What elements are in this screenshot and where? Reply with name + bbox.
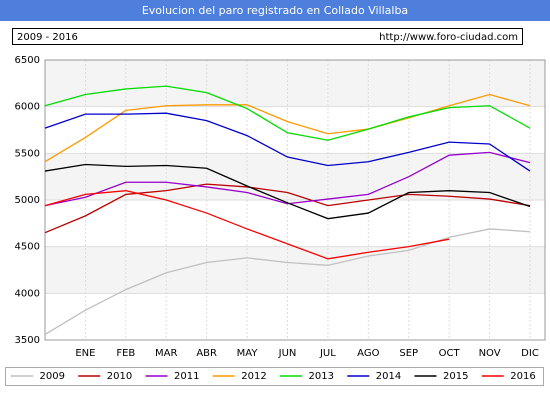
x-tick-label: ABR [196,348,217,359]
y-tick-label: 5500 [15,148,40,159]
series-line [44,163,531,220]
chart-title: Evolucion del paro registrado en Collado… [142,4,408,17]
subtitle-box [12,28,523,45]
band [45,153,545,200]
x-tick-label: ENE [75,348,95,359]
source: http://www.foro-ciudad.com [379,32,518,43]
band [45,246,545,294]
legend-label: 2015 [443,371,468,382]
title-bar [0,0,550,21]
x-tick-label: AGO [357,348,379,359]
x-tick-label: JUL [319,348,336,359]
series-line [44,93,531,163]
legend-label: 2012 [241,371,266,382]
series-line [44,112,531,172]
x-tick-label: JUN [278,348,297,359]
series-line [44,151,531,207]
band [45,60,545,107]
legend-label: 2010 [107,371,132,382]
x-tick-label: DIC [521,348,539,359]
x-tick-label: NOV [479,348,501,359]
plot-frame [44,59,546,341]
x-tick-label: SEP [399,348,418,359]
legend-label: 2011 [174,371,199,382]
subtitle: 2009 - 2016 [17,32,78,43]
x-tick-label: OCT [439,348,461,359]
y-tick-label: 4000 [15,288,40,299]
x-tick-label: MAY [237,348,259,359]
y-tick-label: 6000 [15,102,40,113]
legend-label: 2016 [510,371,535,382]
legend-label: 2014 [376,371,401,382]
y-tick-label: 5000 [15,195,40,206]
legend-box [5,367,544,386]
y-tick-label: 3500 [15,335,40,346]
x-tick-label: FEB [116,348,135,359]
legend-label: 2009 [40,371,65,382]
series-line [44,190,450,260]
y-tick-label: 6500 [15,55,40,66]
series-line [44,183,531,234]
series-line [44,228,531,335]
series-line [44,85,531,141]
legend-label: 2013 [309,371,334,382]
x-tick-label: MAR [155,348,177,359]
y-tick-label: 4500 [15,242,40,253]
